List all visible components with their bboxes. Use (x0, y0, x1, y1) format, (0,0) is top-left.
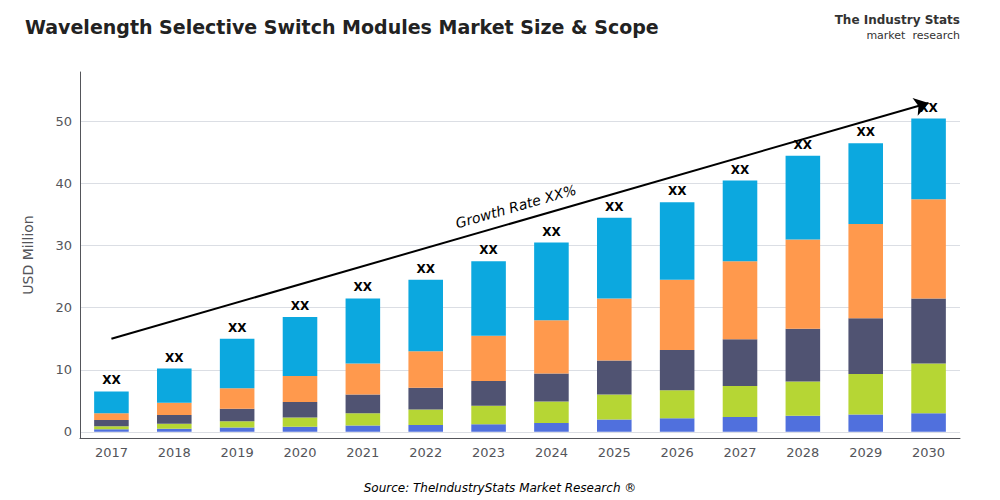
svg-text:XX: XX (102, 373, 121, 387)
svg-text:50: 50 (55, 114, 72, 129)
svg-text:XX: XX (668, 184, 687, 198)
svg-text:XX: XX (165, 351, 184, 365)
svg-text:2030: 2030 (912, 445, 945, 460)
svg-text:20: 20 (55, 300, 72, 315)
svg-text:XX: XX (731, 163, 750, 177)
svg-text:XX: XX (228, 321, 247, 335)
svg-text:Wavelength Selective Switch Mo: Wavelength Selective Switch Modules Mark… (25, 16, 659, 38)
svg-text:2018: 2018 (158, 445, 191, 460)
svg-text:2017: 2017 (95, 445, 128, 460)
svg-text:40: 40 (55, 176, 72, 191)
svg-text:2028: 2028 (786, 445, 819, 460)
svg-text:2025: 2025 (598, 445, 631, 460)
svg-text:30: 30 (55, 238, 72, 253)
svg-text:USD Million: USD Million (20, 215, 36, 294)
svg-text:2029: 2029 (849, 445, 882, 460)
svg-text:Source: TheIndustryStats Marke: Source: TheIndustryStats Market Research… (364, 481, 637, 495)
svg-text:2026: 2026 (661, 445, 694, 460)
svg-text:XX: XX (416, 262, 435, 276)
svg-text:2024: 2024 (535, 445, 568, 460)
svg-text:XX: XX (291, 299, 310, 313)
svg-text:Growth Rate XX%: Growth Rate XX% (454, 182, 578, 232)
svg-text:XX: XX (479, 243, 498, 257)
svg-text:XX: XX (793, 137, 813, 152)
svg-text:XX: XX (354, 280, 373, 294)
svg-text:XX: XX (542, 225, 561, 239)
svg-text:The Industry Stats: The Industry Stats (835, 13, 960, 27)
svg-text:market research: market research (866, 29, 960, 42)
svg-text:XX: XX (605, 200, 624, 214)
svg-text:2019: 2019 (221, 445, 254, 460)
svg-text:XX: XX (856, 125, 875, 139)
svg-text:2027: 2027 (723, 445, 756, 460)
svg-text:XX: XX (919, 100, 938, 115)
svg-text:2023: 2023 (472, 445, 505, 460)
svg-text:10: 10 (55, 362, 72, 377)
svg-text:2022: 2022 (409, 445, 442, 460)
svg-text:2020: 2020 (283, 445, 316, 460)
svg-text:0: 0 (64, 424, 72, 439)
svg-text:2021: 2021 (346, 445, 379, 460)
